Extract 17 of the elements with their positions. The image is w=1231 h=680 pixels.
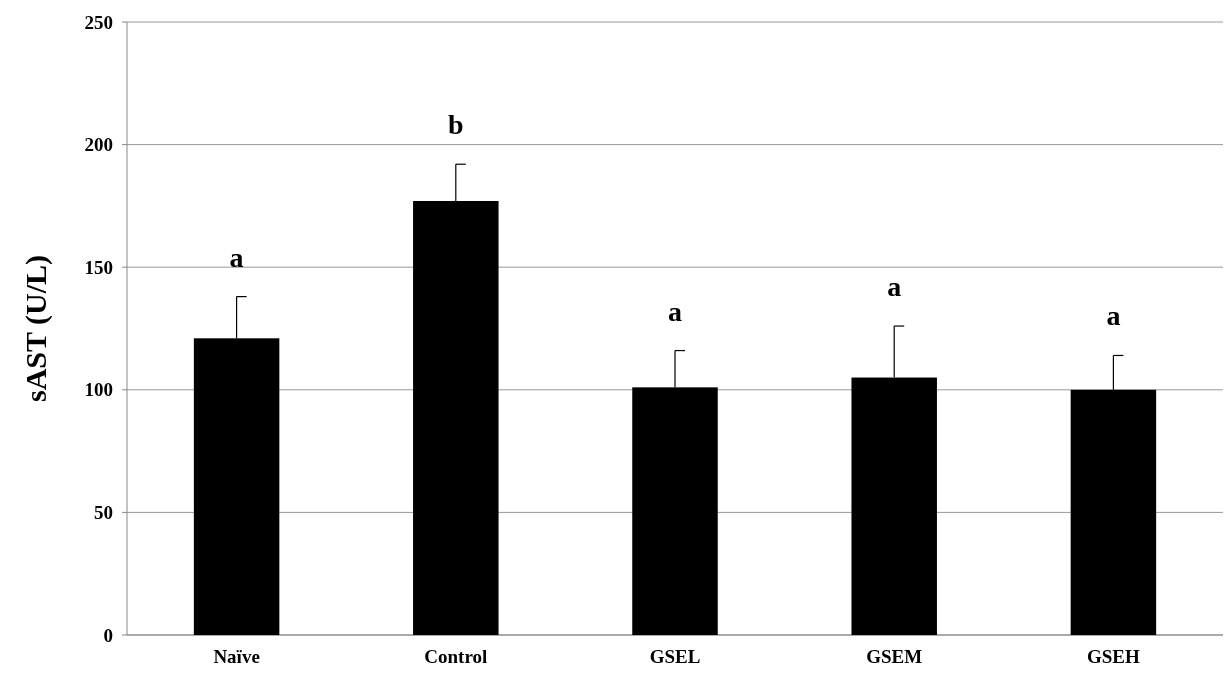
y-axis-title: sAST (U/L) [19,255,53,402]
annotation: b [448,109,464,141]
x-tick-label: Naïve [213,646,260,667]
annotation: a [1106,300,1121,332]
x-tick-label: Control [424,646,488,667]
annotation: a [668,295,682,327]
annotation: a [229,241,244,273]
x-tick-label: GSEL [649,646,701,667]
y-tick-label: 150 [84,256,113,278]
annotation: a [887,271,902,303]
y-tick-label: 250 [84,11,113,33]
y-tick-label: 50 [94,502,113,524]
y-tick-label: 0 [103,624,113,646]
x-tick-label: GSEM [866,646,923,667]
x-tick-label: GSEH [1086,646,1141,667]
y-tick-label: 100 [84,379,113,401]
y-tick-label: 200 [84,134,113,156]
